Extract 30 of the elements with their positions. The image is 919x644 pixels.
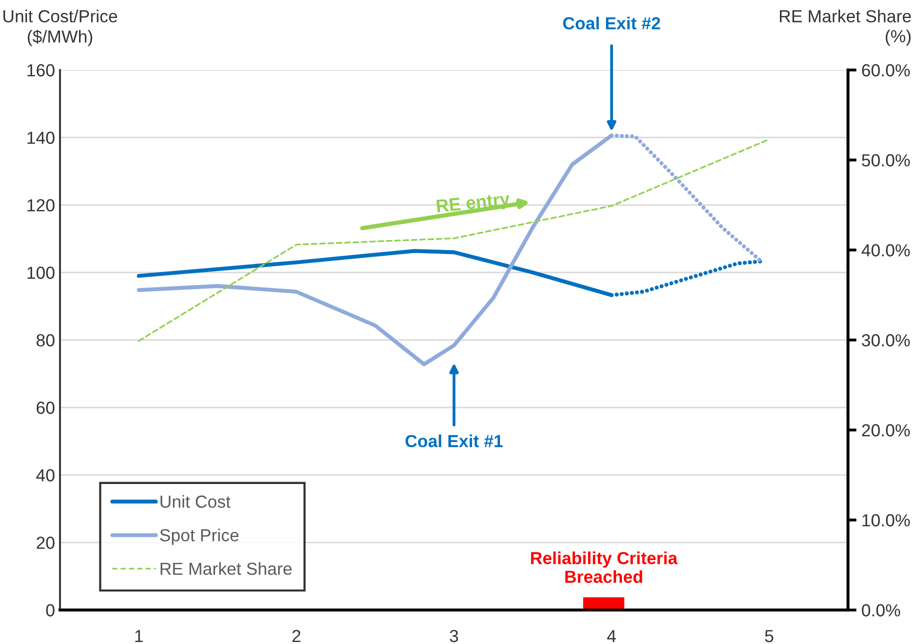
x-tick-label: 2: [292, 630, 300, 642]
y2-axis-title: RE Market Share (%): [780, 10, 911, 46]
line-series: [138, 138, 770, 342]
y-tick-label: 120: [28, 199, 54, 212]
x-tick-label: 1: [135, 630, 143, 642]
y2-tick-label: 40.0%: [862, 244, 910, 256]
y2-tick-label: 0.0%: [862, 604, 900, 616]
y2-tick-label: 10.0%: [862, 514, 910, 526]
annotation: Reliability Criteria Breached: [531, 551, 678, 583]
legend-label: Spot Price: [160, 528, 239, 545]
legend-label: Unit Cost: [160, 495, 230, 508]
y-tick-label: 60: [36, 402, 54, 414]
legend-label: RE Market Share: [160, 562, 292, 575]
y-tick-label: 20: [36, 536, 54, 549]
y-tick-label: 40: [36, 469, 54, 482]
y2-tick-label: 20.0%: [862, 424, 910, 436]
y-tick-label: 80: [36, 334, 54, 346]
y-tick-label: 140: [28, 132, 54, 144]
annotation: Coal Exit #1: [406, 434, 503, 448]
y-tick-label: 160: [28, 64, 54, 76]
x-tick-label: 5: [765, 630, 774, 642]
y-tick-label: 100: [28, 266, 54, 279]
x-tick-label: 4: [607, 630, 616, 642]
y-tick-label: 0: [46, 604, 54, 616]
y-axis-title: Unit Cost/Price ($/MWh): [3, 10, 118, 46]
y2-tick-label: 60.0%: [862, 64, 910, 76]
x-tick-label: 3: [450, 630, 458, 642]
y2-tick-label: 30.0%: [862, 334, 910, 346]
y2-tick-label: 50.0%: [862, 154, 910, 166]
annotation: Coal Exit #2: [563, 16, 660, 30]
